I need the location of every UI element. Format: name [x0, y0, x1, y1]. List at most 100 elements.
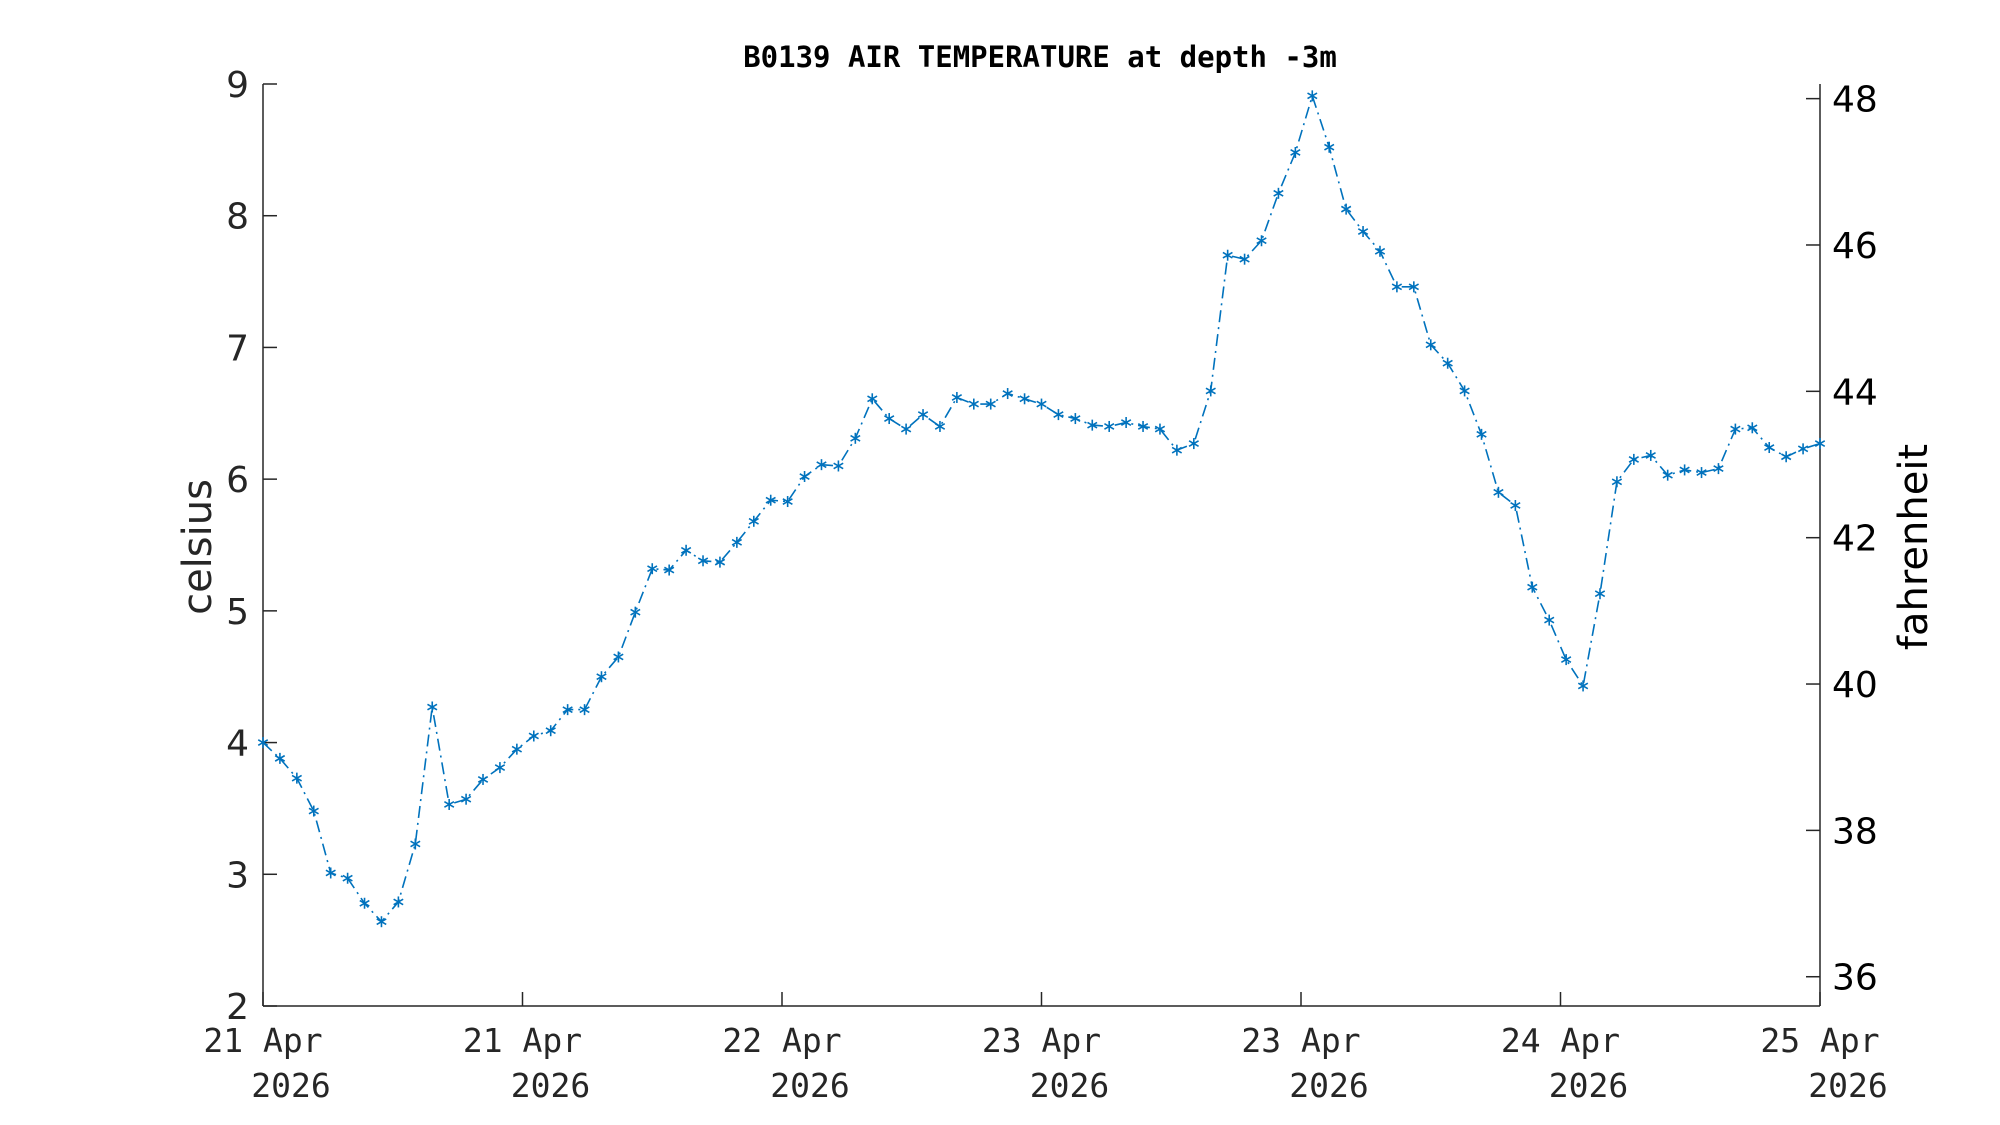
- x-tick-label-year: 2026: [770, 1066, 849, 1105]
- y-tick-label: 7: [226, 328, 249, 369]
- left-y-ticks: 2 3 4 5 6 7 8 9: [226, 65, 277, 1028]
- data-point: [1425, 339, 1436, 351]
- data-point: [1611, 476, 1623, 488]
- data-point: [1713, 463, 1724, 475]
- data-point: [1290, 146, 1301, 158]
- y-tick-label-right: 44: [1832, 372, 1878, 413]
- data-point: [1594, 588, 1606, 600]
- y-tick-label: 5: [226, 592, 249, 633]
- data-point: [1391, 281, 1403, 293]
- data-point: [1137, 420, 1149, 432]
- x-tick-label-date: 24 Apr: [1501, 1021, 1620, 1060]
- data-point: [833, 460, 844, 472]
- data-point: [1120, 417, 1132, 429]
- data-point: [630, 606, 641, 618]
- data-point: [731, 536, 743, 548]
- x-tick-label-date: 22 Apr: [722, 1021, 841, 1060]
- data-point: [1476, 428, 1487, 440]
- data-point: [1273, 187, 1284, 199]
- data-point: [427, 701, 438, 713]
- x-tick-label-date: 21 Apr: [203, 1021, 322, 1060]
- y-tick-label-right: 40: [1832, 665, 1878, 706]
- y-tick-label: 4: [226, 724, 249, 765]
- y-tick-label-right: 46: [1832, 226, 1878, 267]
- data-point: [1324, 141, 1335, 153]
- data-point: [1560, 654, 1572, 666]
- data-point: [596, 671, 607, 683]
- data-point: [342, 872, 353, 884]
- data-point: [1527, 581, 1538, 593]
- data-point: [1408, 281, 1419, 293]
- data-point: [1036, 398, 1047, 410]
- data-point: [680, 544, 692, 556]
- x-tick-label-year: 2026: [251, 1066, 330, 1105]
- data-point: [511, 743, 523, 755]
- y-tick-label-right: 38: [1832, 811, 1878, 852]
- x-tick-label-date: 25 Apr: [1760, 1021, 1879, 1060]
- data-point: [917, 409, 929, 421]
- y-axis-label-left: celsius: [175, 479, 221, 615]
- data-point: [867, 393, 878, 405]
- data-point: [1442, 357, 1453, 369]
- data-point: [1019, 393, 1030, 405]
- data-point: [1459, 385, 1470, 397]
- data-point: [1070, 413, 1081, 425]
- data-point: [291, 772, 303, 784]
- y-tick-label-right: 42: [1832, 519, 1878, 560]
- data-point: [1764, 442, 1775, 454]
- y-tick-label: 6: [226, 460, 249, 501]
- data-point: [613, 651, 624, 663]
- data-point: [308, 805, 319, 817]
- data-point: [359, 897, 370, 909]
- series-group: [257, 90, 1826, 928]
- x-tick-label-year: 2026: [1030, 1066, 1109, 1105]
- data-point: [1104, 420, 1115, 432]
- data-point: [748, 515, 759, 527]
- data-point: [697, 555, 709, 567]
- data-point: [579, 704, 590, 716]
- data-point: [816, 459, 827, 471]
- data-point: [494, 762, 506, 774]
- data-point: [393, 896, 404, 908]
- data-point: [985, 398, 996, 410]
- data-point: [460, 793, 472, 805]
- y-tick-label: 2: [226, 987, 249, 1028]
- data-point: [376, 916, 387, 928]
- x-ticks: 21 Apr 2026 21 Apr 2026 22 Apr 2026 23 Apr 2026…: [203, 992, 1888, 1105]
- data-point: [647, 563, 658, 575]
- data-point: [1154, 423, 1166, 435]
- data-point: [325, 867, 336, 879]
- data-point: [477, 773, 489, 785]
- data-point: [1747, 422, 1758, 434]
- chart-title: B0139 AIR TEMPERATURE at depth -3m: [743, 40, 1337, 74]
- x-tick-label-year: 2026: [1289, 1066, 1368, 1105]
- data-point: [714, 556, 726, 568]
- data-point: [1053, 409, 1064, 421]
- data-point: [444, 798, 455, 810]
- data-point: [1662, 469, 1673, 481]
- data-point: [799, 471, 810, 483]
- data-point: [850, 432, 861, 444]
- x-tick-label-date: 21 Apr: [463, 1021, 582, 1060]
- plot-frame: [262, 84, 1821, 1007]
- data-point: [1493, 486, 1504, 498]
- data-point: [1628, 453, 1639, 465]
- data-point: [1188, 438, 1199, 450]
- data-point: [1222, 249, 1233, 261]
- x-tick-label-date: 23 Apr: [982, 1021, 1101, 1060]
- data-point: [1374, 245, 1386, 257]
- data-point: [1171, 444, 1183, 456]
- data-point: [951, 391, 963, 403]
- x-tick-label-year: 2026: [1808, 1066, 1887, 1105]
- series-line: [262, 93, 1821, 923]
- data-point: [545, 725, 556, 737]
- y-tick-label: 9: [226, 65, 249, 106]
- x-tick-label-year: 2026: [1549, 1066, 1628, 1105]
- data-point: [968, 398, 979, 410]
- data-point: [257, 737, 269, 749]
- data-point: [1679, 464, 1690, 476]
- data-point: [900, 423, 912, 435]
- data-point: [1510, 499, 1521, 511]
- data-point: [1087, 419, 1098, 431]
